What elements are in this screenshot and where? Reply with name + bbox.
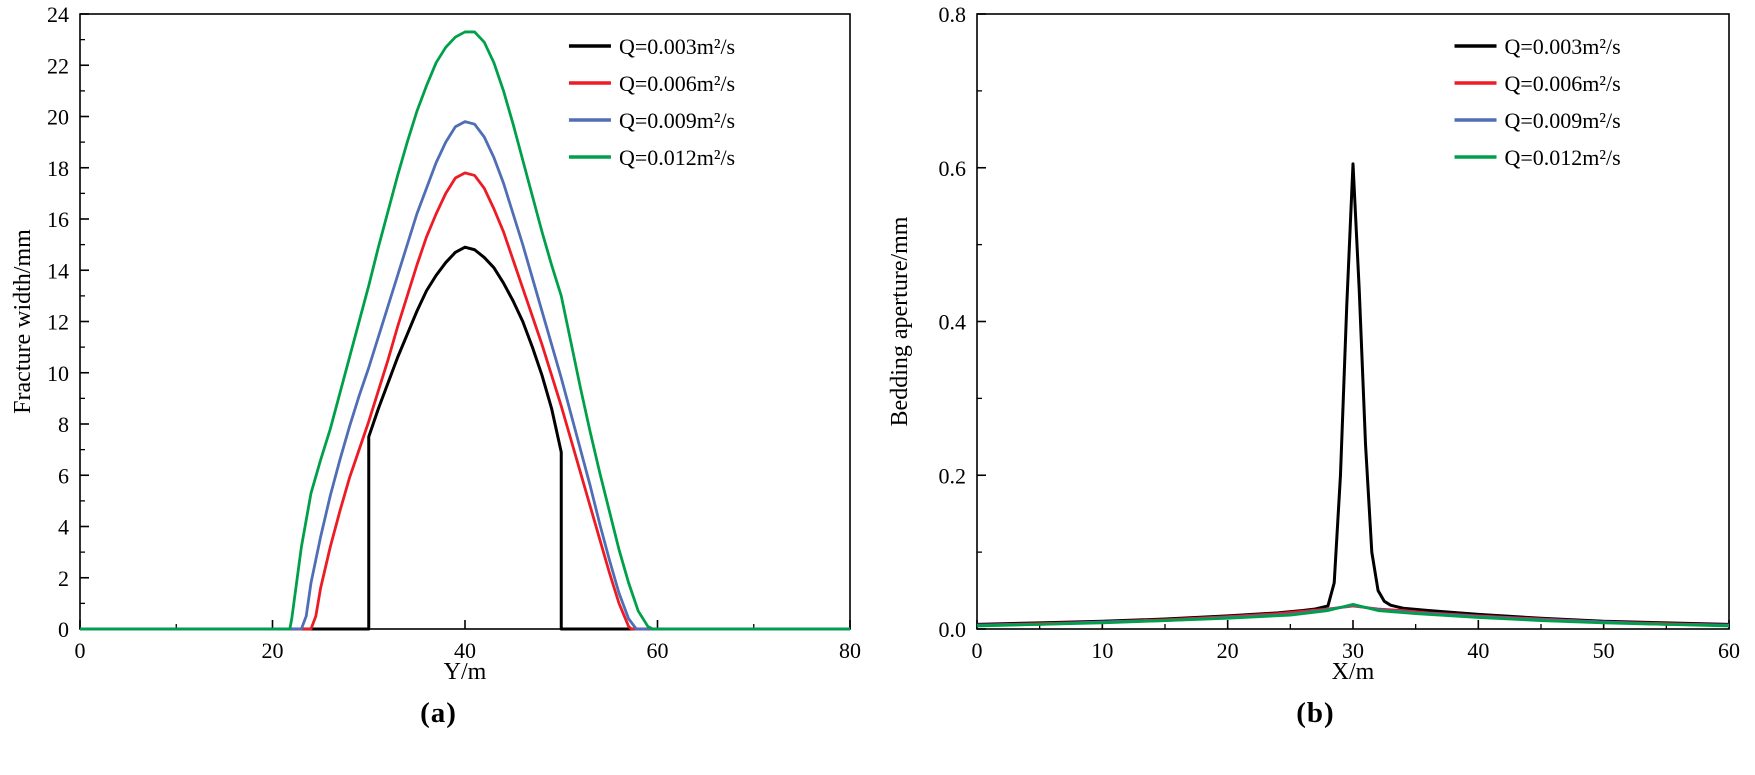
svg-text:0.2: 0.2 — [938, 463, 966, 488]
svg-text:Q=0.012m²/s: Q=0.012m²/s — [618, 145, 734, 170]
svg-text:6: 6 — [58, 463, 69, 488]
svg-text:0.6: 0.6 — [938, 156, 966, 181]
svg-text:16: 16 — [47, 207, 69, 232]
svg-text:Q=0.009m²/s: Q=0.009m²/s — [1504, 108, 1620, 133]
panel-b: 0 10 20 30 40 50 60 0.0 0.2 0.4 0.6 0.8 X/m Bedding a… — [877, 0, 1754, 775]
svg-text:60: 60 — [646, 638, 668, 663]
svg-text:0.4: 0.4 — [938, 310, 966, 335]
svg-text:Y/m: Y/m — [443, 659, 486, 685]
svg-text:40: 40 — [454, 638, 476, 663]
svg-text:0.8: 0.8 — [938, 2, 966, 27]
svg-text:18: 18 — [47, 156, 69, 181]
svg-text:80: 80 — [839, 638, 861, 663]
svg-text:Q=0.003m²/s: Q=0.003m²/s — [1504, 34, 1620, 59]
svg-text:20: 20 — [47, 105, 69, 130]
svg-text:Q=0.006m²/s: Q=0.006m²/s — [618, 71, 734, 96]
svg-text:Fracture width/mm: Fracture width/mm — [10, 229, 36, 414]
svg-text:Q=0.009m²/s: Q=0.009m²/s — [618, 108, 734, 133]
svg-text:40: 40 — [1467, 638, 1489, 663]
svg-text:0.0: 0.0 — [938, 617, 966, 642]
svg-text:Q=0.006m²/s: Q=0.006m²/s — [1504, 71, 1620, 96]
panel-a: 0 20 40 60 80 0 2 4 6 8 10 12 14 16 18 20 22 24 Y/m Fractur… — [0, 0, 877, 775]
svg-text:50: 50 — [1592, 638, 1614, 663]
svg-text:60: 60 — [1718, 638, 1740, 663]
svg-text:0: 0 — [971, 638, 982, 663]
svg-text:10: 10 — [47, 361, 69, 386]
svg-text:Bedding aperture/mm: Bedding aperture/mm — [887, 216, 913, 426]
svg-text:14: 14 — [47, 258, 69, 283]
caption-a: (a) — [420, 697, 457, 729]
svg-text:0: 0 — [58, 617, 69, 642]
svg-text:8: 8 — [58, 412, 69, 437]
svg-text:2: 2 — [58, 566, 69, 591]
svg-text:4: 4 — [58, 515, 69, 540]
chart-b-bedding-aperture-vs-x: 0 10 20 30 40 50 60 0.0 0.2 0.4 0.6 0.8 X/m Bedding a… — [887, 2, 1740, 685]
svg-text:0: 0 — [74, 638, 85, 663]
caption-b: (b) — [1296, 697, 1335, 729]
svg-text:24: 24 — [47, 2, 69, 27]
svg-text:Q=0.012m²/s: Q=0.012m²/s — [1504, 145, 1620, 170]
svg-text:10: 10 — [1091, 638, 1113, 663]
chart-a-fracture-width-vs-y: 0 20 40 60 80024681012141618202224Y/mFractur… — [10, 2, 861, 685]
svg-text:12: 12 — [47, 310, 69, 335]
svg-text:Q=0.003m²/s: Q=0.003m²/s — [618, 34, 734, 59]
svg-text:22: 22 — [47, 53, 69, 78]
svg-text:20: 20 — [1216, 638, 1238, 663]
svg-text:X/m: X/m — [1331, 659, 1374, 685]
svg-text:20: 20 — [261, 638, 283, 663]
svg-text:30: 30 — [1342, 638, 1364, 663]
